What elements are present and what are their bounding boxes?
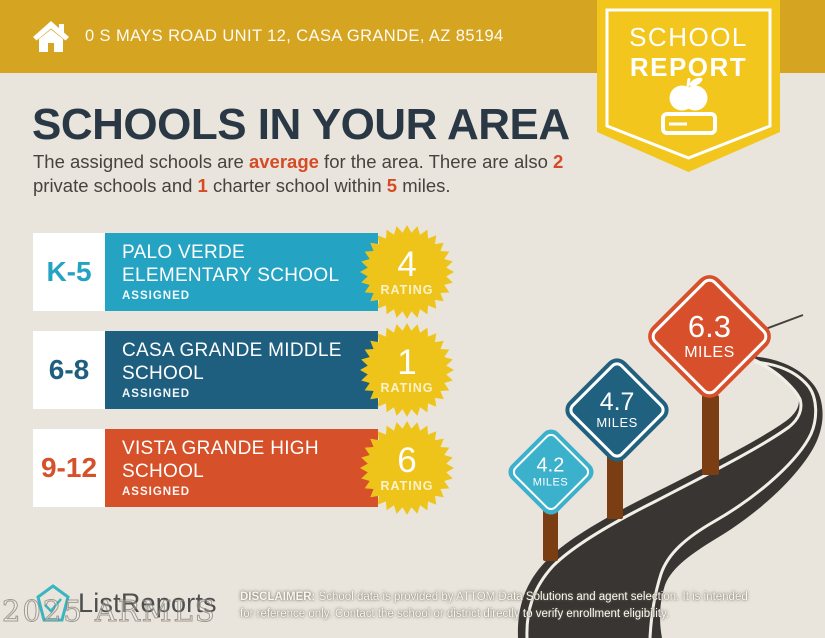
armls-watermark: 2025 ARMLS [2, 594, 217, 629]
distance-sign-high: 6.3 MILES [642, 269, 777, 404]
distance-value: 6.3 [687, 309, 732, 345]
rating-badge: 4 RATING [360, 225, 454, 319]
school-bar: CASA GRANDE MIDDLE SCHOOL ASSIGNED [105, 331, 378, 409]
rating-badge: 6 RATING [360, 421, 454, 515]
subtitle-text: private schools and [33, 175, 198, 197]
badge-line2: REPORT [630, 52, 747, 82]
subtitle-text: miles. [397, 175, 451, 197]
school-list: K-5 PALO VERDE ELEMENTARY SCHOOL ASSIGNED… [33, 225, 454, 527]
rating-value: 1 [397, 343, 417, 382]
page-title: SCHOOLS IN YOUR AREA [32, 100, 570, 149]
school-bar: VISTA GRANDE HIGH SCHOOL ASSIGNED [105, 429, 378, 507]
subtitle-highlight-charter-count: 1 [197, 175, 208, 197]
distance-sign-middle: 4.7 MILES [560, 353, 674, 467]
distance-unit: MILES [533, 476, 569, 489]
rating-label: RATING [380, 283, 434, 297]
school-status: ASSIGNED [122, 289, 191, 302]
listreports-house-icon [36, 584, 70, 622]
school-name: PALO VERDE ELEMENTARY SCHOOL [122, 242, 340, 286]
subtitle-highlight-average: average [248, 151, 319, 172]
subtitle-text: The assigned schools are [33, 151, 249, 172]
disclaimer: DISCLAIMER: School data is provided by A… [240, 591, 748, 621]
school-status: ASSIGNED [122, 387, 191, 400]
distance-sign-elementary: 4.2 MILES [504, 425, 598, 519]
apple-on-book-icon [661, 77, 717, 135]
school-row-high: 9-12 VISTA GRANDE HIGH SCHOOL ASSIGNED 6 … [33, 421, 454, 515]
grade-range: 9-12 [33, 429, 105, 507]
rating-value: 4 [397, 245, 417, 284]
school-row-middle: 6-8 CASA GRANDE MIDDLE SCHOOL ASSIGNED 1 … [33, 323, 454, 417]
distance-value: 4.2 [537, 454, 565, 477]
sign-post-mid [607, 455, 623, 519]
subtitle-highlight-private-count: 2 [553, 151, 564, 172]
property-address: 0 S MAYS ROAD UNIT 12, CASA GRANDE, AZ 8… [85, 27, 504, 45]
school-status: ASSIGNED [122, 485, 191, 498]
grade-range: K-5 [33, 233, 105, 311]
home-icon [33, 20, 69, 52]
badge-line1: SCHOOL [629, 22, 748, 52]
listreports-logo-text: ListReports [78, 587, 217, 618]
school-report-badge: SCHOOL REPORT [597, 0, 780, 172]
sign-post-far [702, 395, 719, 475]
rating-label: RATING [380, 381, 434, 395]
subtitle-text: charter school within [207, 175, 387, 197]
badge-inner-border [605, 8, 772, 160]
distance-unit: MILES [684, 343, 735, 361]
subtitle-highlight-miles: 5 [386, 175, 398, 197]
rating-value: 6 [397, 441, 417, 480]
grade-range: 6-8 [33, 331, 105, 409]
disclaimer-label: DISCLAIMER: [240, 591, 316, 603]
rating-badge: 1 RATING [360, 323, 454, 417]
rating-label: RATING [380, 479, 434, 493]
distance-value: 4.7 [599, 388, 635, 417]
subtitle: The assigned schools are average for the… [33, 150, 578, 198]
school-name: CASA GRANDE MIDDLE SCHOOL [122, 340, 342, 384]
distance-unit: MILES [596, 415, 638, 431]
subtitle-text: for the area. There are also [318, 151, 554, 172]
school-bar: PALO VERDE ELEMENTARY SCHOOL ASSIGNED [105, 233, 378, 311]
listreports-logo: ListReports [36, 584, 217, 622]
school-row-elementary: K-5 PALO VERDE ELEMENTARY SCHOOL ASSIGNED… [33, 225, 454, 319]
school-name: VISTA GRANDE HIGH SCHOOL [122, 438, 319, 482]
